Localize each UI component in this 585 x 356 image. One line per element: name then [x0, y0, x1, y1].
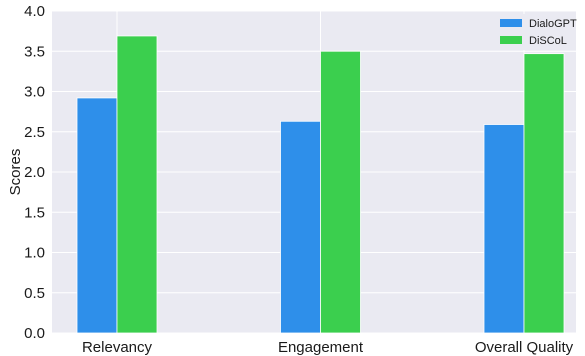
y-tick-label: 2.0 [24, 164, 45, 181]
y-tick-label: 2.5 [24, 124, 45, 141]
bar-discol-engagement [320, 50, 361, 334]
bar-discol-overall-quality [523, 53, 565, 334]
y-tick-label: 3.5 [24, 43, 45, 60]
y-tick-label: 3.0 [24, 84, 45, 101]
y-tick-label: 4.0 [24, 3, 45, 20]
x-tick-label: Relevancy [82, 339, 153, 356]
y-tick-label: 1.5 [24, 204, 45, 221]
legend-label: DiSCoL [529, 35, 567, 47]
bar-dialogpt-engagement [280, 120, 321, 334]
y-tick-label: 0.5 [24, 285, 45, 302]
bar-dialogpt-relevancy [76, 97, 118, 334]
y-axis-ticks: 0.0 0.5 1.0 1.5 2.0 2.5 3.0 3.5 4.0 [24, 3, 45, 342]
legend-label: DialoGPT [529, 18, 577, 30]
x-axis-ticks: Relevancy Engagement Overall Quality [82, 339, 574, 356]
legend-swatch [500, 36, 522, 44]
x-tick-label: Engagement [278, 339, 364, 356]
bar-discol-relevancy [116, 35, 158, 334]
legend: DialoGPT DiSCoL [492, 14, 577, 50]
bar-dialogpt-overall-quality [483, 124, 525, 334]
y-tick-label: 0.0 [24, 325, 45, 342]
x-tick-label: Overall Quality [475, 339, 574, 356]
y-axis-title: Scores [7, 149, 24, 196]
y-tick-label: 1.0 [24, 245, 45, 262]
bars [76, 35, 565, 334]
legend-swatch [500, 19, 522, 27]
